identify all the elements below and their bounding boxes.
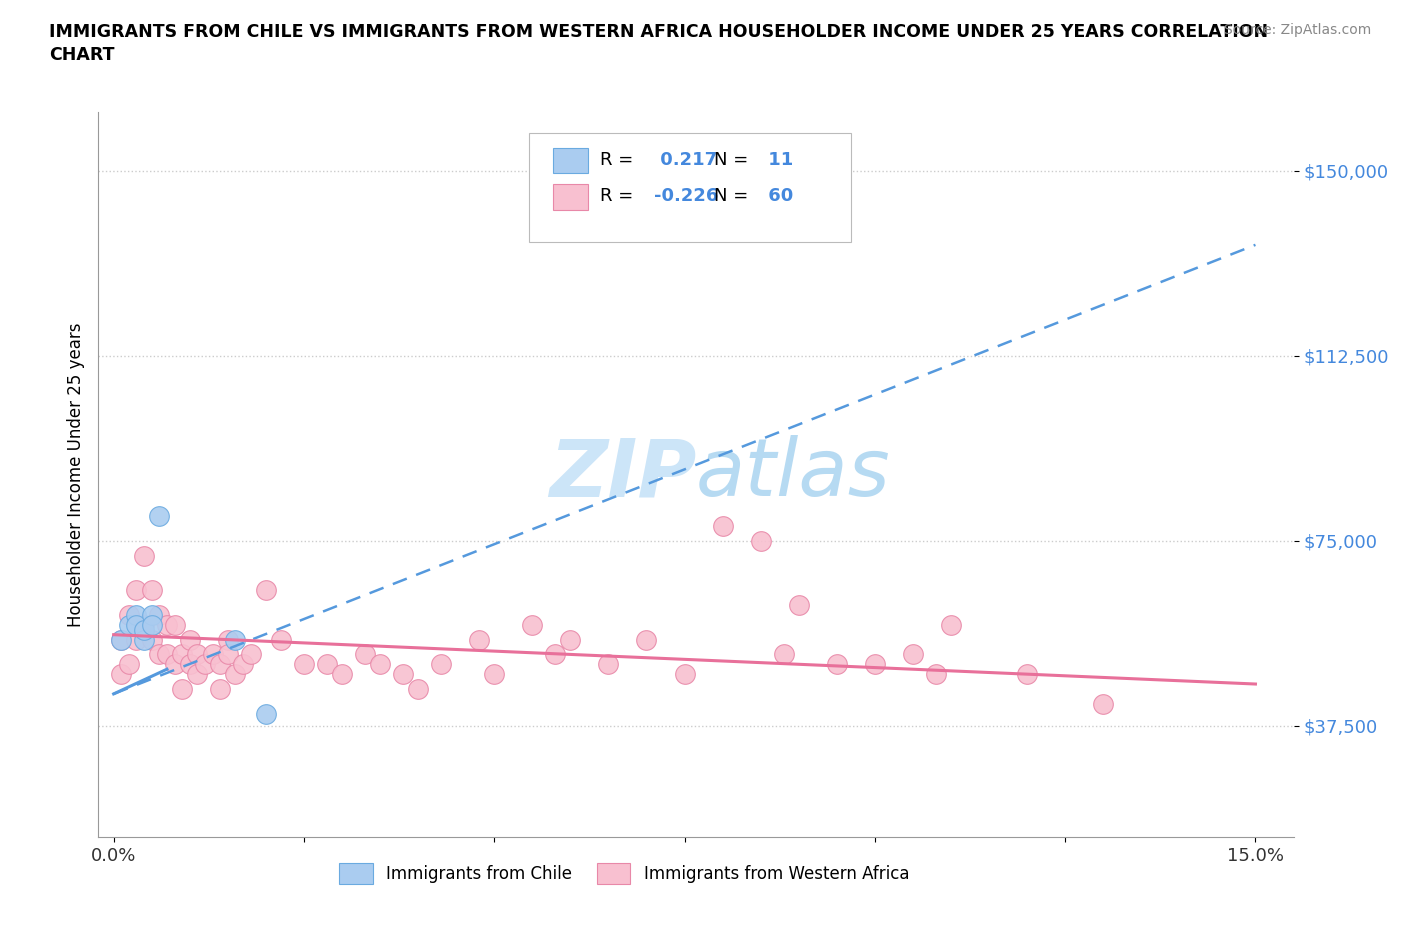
Text: R =: R = [600,188,634,206]
Point [315,657,337,671]
Point [141,632,163,647]
Point [598,657,620,671]
Point [125,607,148,622]
Point [353,647,375,662]
Point [186,667,208,682]
Text: 0.217: 0.217 [654,152,717,169]
Point [430,657,453,671]
Point [179,632,201,647]
Text: Source: ZipAtlas.com: Source: ZipAtlas.com [1223,23,1371,37]
Text: atlas: atlas [696,435,891,513]
Text: CHART: CHART [49,46,115,64]
Point [141,583,163,598]
Point [132,632,155,647]
Point [217,647,239,662]
Point [1017,667,1039,682]
Point [209,682,232,697]
Point [232,657,254,671]
Point [330,667,353,682]
Point [132,618,155,632]
Point [132,549,155,564]
Point [270,632,292,647]
Point [254,583,277,598]
Point [125,583,148,598]
Text: IMMIGRANTS FROM CHILE VS IMMIGRANTS FROM WESTERN AFRICA HOUSEHOLDER INCOME UNDER: IMMIGRANTS FROM CHILE VS IMMIGRANTS FROM… [49,23,1268,41]
Point [901,647,924,662]
Point [110,632,132,647]
Point [217,632,239,647]
Point [141,618,163,632]
Point [179,657,201,671]
Point [156,647,179,662]
Text: R =: R = [600,152,634,169]
FancyBboxPatch shape [553,184,589,209]
Point [148,509,170,524]
Point [522,618,544,632]
Point [125,618,148,632]
Point [925,667,948,682]
Point [224,667,246,682]
Point [141,607,163,622]
Point [156,618,179,632]
Point [194,657,217,671]
Point [673,667,696,682]
Text: -0.226: -0.226 [654,188,718,206]
Point [636,632,658,647]
Point [172,682,194,697]
Legend: Immigrants from Chile, Immigrants from Western Africa: Immigrants from Chile, Immigrants from W… [333,857,915,890]
Point [163,657,186,671]
Point [118,607,141,622]
Text: N =: N = [714,188,748,206]
Point [148,607,170,622]
FancyBboxPatch shape [553,148,589,173]
Point [239,647,262,662]
Point [368,657,391,671]
Point [209,657,232,671]
Point [132,622,155,637]
Point [787,598,810,613]
Text: N =: N = [714,152,748,169]
Point [560,632,582,647]
Point [118,618,141,632]
Text: ZIP: ZIP [548,435,696,513]
Text: 60: 60 [762,188,793,206]
Point [544,647,567,662]
Point [392,667,415,682]
Point [224,632,246,647]
Point [110,667,132,682]
Point [772,647,794,662]
Point [711,519,734,534]
Point [201,647,224,662]
Point [484,667,506,682]
Point [468,632,491,647]
Point [118,657,141,671]
Point [825,657,848,671]
Point [186,647,208,662]
Point [172,647,194,662]
Point [125,632,148,647]
Point [110,632,132,647]
Point [163,618,186,632]
Point [863,657,886,671]
Point [1092,697,1115,711]
Y-axis label: Householder Income Under 25 years: Householder Income Under 25 years [66,322,84,627]
Point [939,618,962,632]
Point [148,647,170,662]
Point [406,682,429,697]
FancyBboxPatch shape [529,133,852,242]
Point [749,534,772,549]
Point [292,657,315,671]
Point [254,706,277,721]
Text: 11: 11 [762,152,793,169]
